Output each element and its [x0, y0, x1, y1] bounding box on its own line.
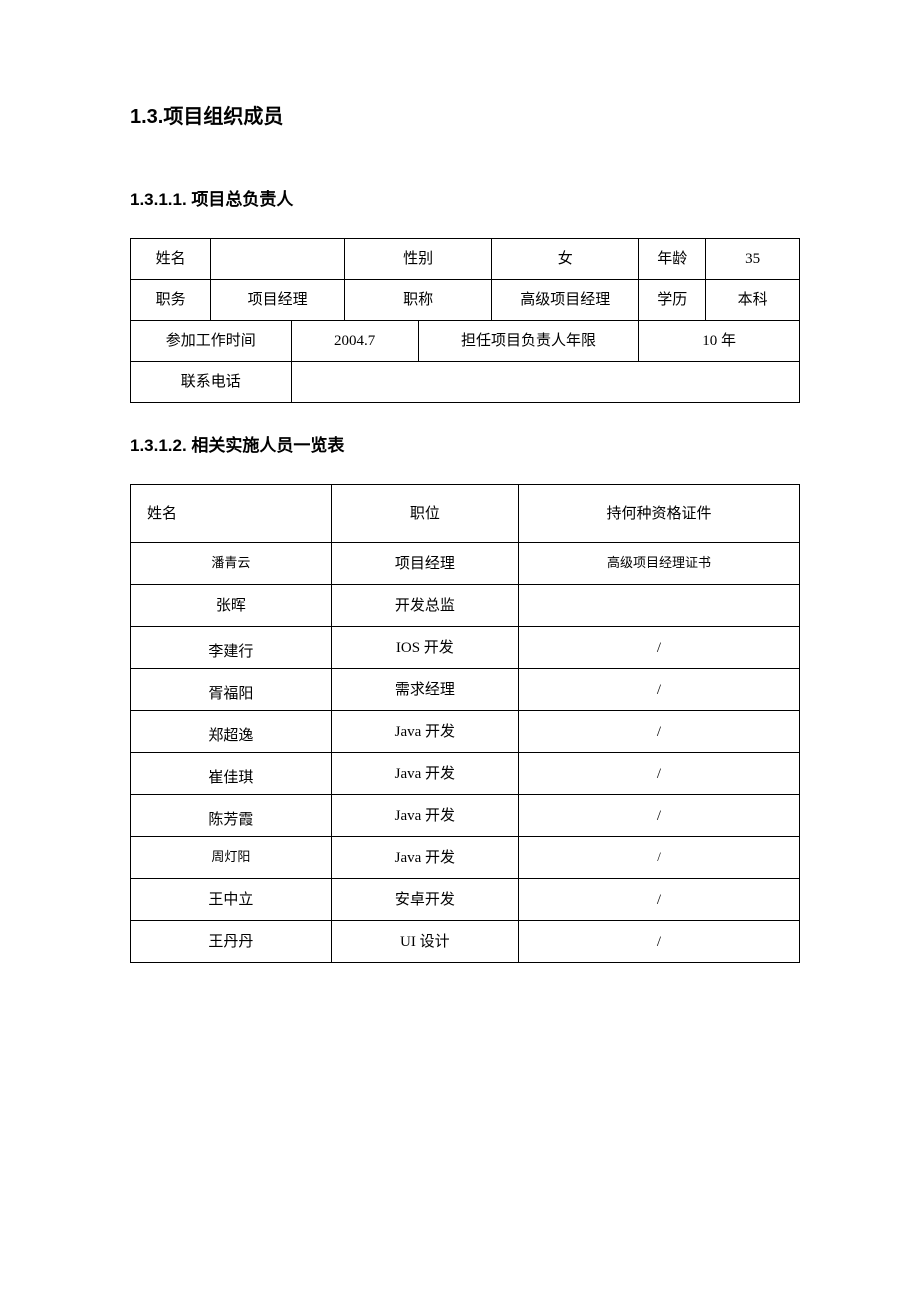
cell-position: Java 开发 — [331, 795, 518, 837]
project-leader-table: 姓名 性别 女 年龄 35 职务 项目经理 职称 高级项目经理 学历 本科 参加… — [130, 238, 800, 403]
cell-position: 项目经理 — [331, 543, 518, 585]
cell-name: 王中立 — [131, 879, 332, 921]
personnel-table: 姓名 职位 持何种资格证件 潘青云项目经理高级项目经理证书张晖开发总监李建行IO… — [130, 484, 800, 963]
cell-cert: / — [519, 921, 800, 963]
cell-name: 张晖 — [131, 585, 332, 627]
cell-cert: 高级项目经理证书 — [519, 543, 800, 585]
label-workstart: 参加工作时间 — [131, 321, 292, 362]
col-name: 姓名 — [131, 485, 332, 543]
cell-position: Java 开发 — [331, 837, 518, 879]
value-workstart: 2004.7 — [291, 321, 418, 362]
cell-name: 周灯阳 — [131, 837, 332, 879]
table-header-row: 姓名 职位 持何种资格证件 — [131, 485, 800, 543]
value-position: 项目经理 — [211, 280, 345, 321]
table-row: 姓名 性别 女 年龄 35 — [131, 239, 800, 280]
label-leadyears: 担任项目负责人年限 — [418, 321, 639, 362]
subsection-heading-2: 1.3.1.2. 相关实施人员一览表 — [130, 431, 800, 456]
cell-name: 崔佳琪 — [131, 753, 332, 795]
label-education: 学历 — [639, 280, 706, 321]
cell-name: 郑超逸 — [131, 711, 332, 753]
table-row: 胥福阳需求经理/ — [131, 669, 800, 711]
cell-position: 开发总监 — [331, 585, 518, 627]
value-education: 本科 — [706, 280, 800, 321]
table-row: 陈芳霞Java 开发/ — [131, 795, 800, 837]
cell-cert — [519, 585, 800, 627]
subsection-heading-1: 1.3.1.1. 项目总负责人 — [130, 185, 800, 210]
table-row: 王中立安卓开发/ — [131, 879, 800, 921]
value-phone — [291, 362, 799, 403]
value-name — [211, 239, 345, 280]
cell-position: UI 设计 — [331, 921, 518, 963]
cell-cert: / — [519, 795, 800, 837]
cell-name: 潘青云 — [131, 543, 332, 585]
label-age: 年龄 — [639, 239, 706, 280]
table-row: 潘青云项目经理高级项目经理证书 — [131, 543, 800, 585]
value-title: 高级项目经理 — [492, 280, 639, 321]
col-position: 职位 — [331, 485, 518, 543]
table-row: 王丹丹UI 设计/ — [131, 921, 800, 963]
cell-cert: / — [519, 627, 800, 669]
cell-cert: / — [519, 837, 800, 879]
cell-cert: / — [519, 753, 800, 795]
table-row: 职务 项目经理 职称 高级项目经理 学历 本科 — [131, 280, 800, 321]
table-row: 联系电话 — [131, 362, 800, 403]
cell-position: 安卓开发 — [331, 879, 518, 921]
table-row: 参加工作时间 2004.7 担任项目负责人年限 10 年 — [131, 321, 800, 362]
cell-cert: / — [519, 669, 800, 711]
cell-position: Java 开发 — [331, 711, 518, 753]
cell-cert: / — [519, 711, 800, 753]
table-row: 李建行IOS 开发/ — [131, 627, 800, 669]
cell-position: Java 开发 — [331, 753, 518, 795]
label-phone: 联系电话 — [131, 362, 292, 403]
table-row: 张晖开发总监 — [131, 585, 800, 627]
cell-name: 王丹丹 — [131, 921, 332, 963]
cell-name: 胥福阳 — [131, 669, 332, 711]
cell-name: 陈芳霞 — [131, 795, 332, 837]
value-gender: 女 — [492, 239, 639, 280]
label-title: 职称 — [345, 280, 492, 321]
label-gender: 性别 — [345, 239, 492, 280]
table-row: 郑超逸Java 开发/ — [131, 711, 800, 753]
value-age: 35 — [706, 239, 800, 280]
section-heading: 1.3.项目组织成员 — [130, 100, 800, 129]
value-leadyears: 10 年 — [639, 321, 800, 362]
col-cert: 持何种资格证件 — [519, 485, 800, 543]
label-position: 职务 — [131, 280, 211, 321]
cell-cert: / — [519, 879, 800, 921]
table-row: 崔佳琪Java 开发/ — [131, 753, 800, 795]
cell-position: 需求经理 — [331, 669, 518, 711]
cell-position: IOS 开发 — [331, 627, 518, 669]
label-name: 姓名 — [131, 239, 211, 280]
cell-name: 李建行 — [131, 627, 332, 669]
table-row: 周灯阳Java 开发/ — [131, 837, 800, 879]
